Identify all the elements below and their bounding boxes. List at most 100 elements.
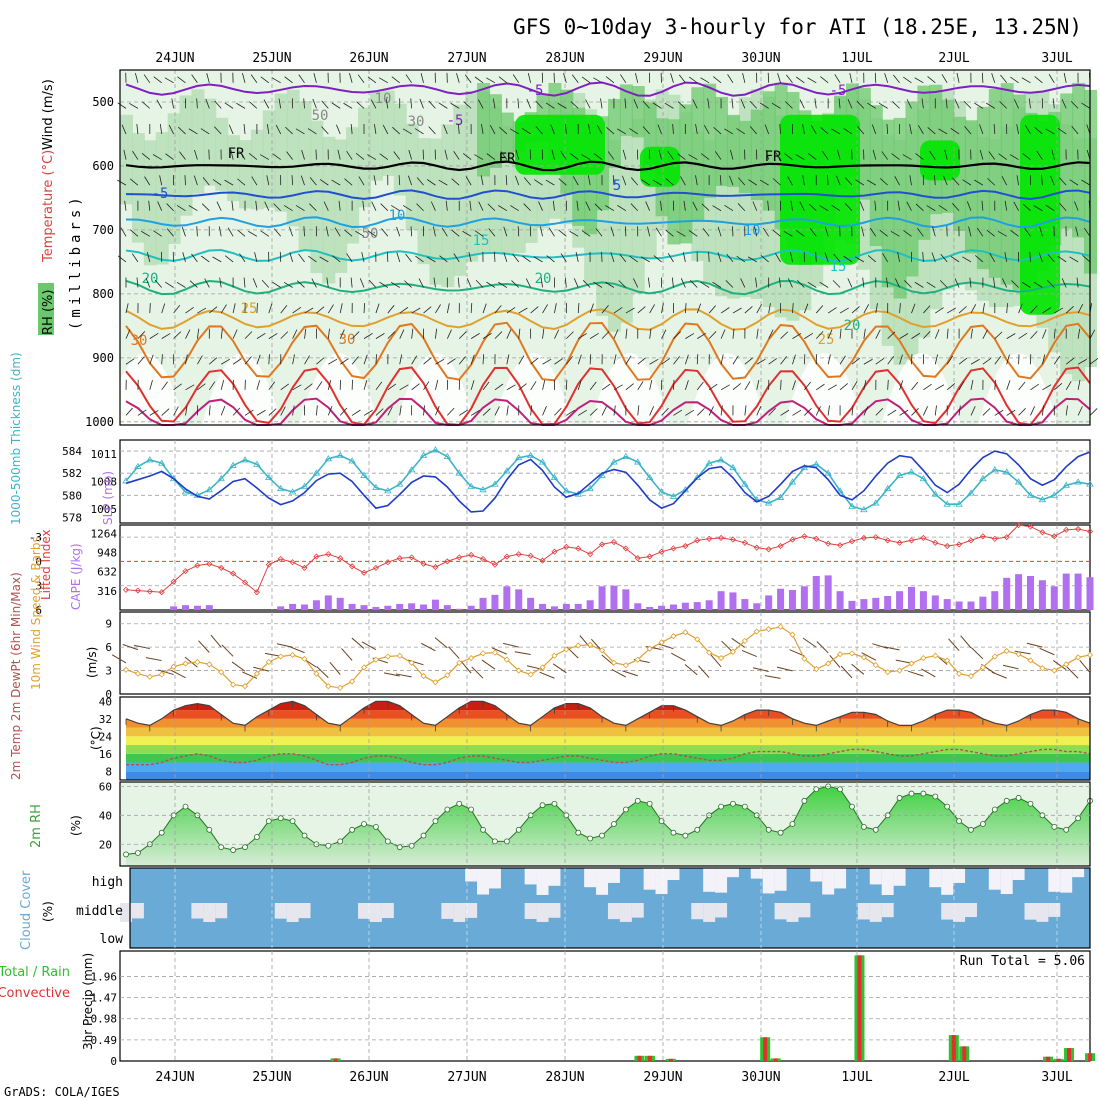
cloud-mid-gap — [453, 903, 466, 922]
wind-barb — [874, 72, 877, 83]
wind-barb — [530, 405, 533, 416]
wind-barb — [827, 307, 837, 314]
wind-barb — [717, 252, 722, 263]
wind-barb — [423, 405, 425, 416]
wind-barb — [585, 99, 591, 109]
cape-bar — [836, 591, 844, 610]
wind-barb — [786, 74, 793, 84]
rh2m-point — [801, 797, 808, 804]
rh2m-point — [920, 790, 927, 797]
cape-bar — [884, 596, 892, 610]
cloud-mid-gap — [120, 903, 132, 922]
wind-barb — [605, 281, 615, 288]
temp-tick: 8 — [105, 765, 112, 778]
wind-barb — [696, 408, 705, 416]
slp-tick: 1005 — [91, 503, 118, 516]
wind-barb — [280, 305, 288, 314]
wind-barb — [589, 354, 592, 365]
rh2m-point — [254, 834, 260, 840]
thickness-point — [336, 451, 344, 458]
thickness-point — [1074, 478, 1082, 485]
wind-barb — [811, 125, 817, 135]
wind-speed-point — [920, 655, 927, 662]
wind-barb — [577, 303, 580, 314]
wind-barb — [1082, 255, 1091, 263]
lifted-index-point — [610, 538, 618, 546]
wind-barb — [407, 175, 413, 186]
precip-tick: 0 — [110, 1055, 117, 1068]
wind-barb — [480, 175, 484, 186]
wind-barb — [777, 73, 781, 83]
rh2m-unit: (%) — [69, 815, 83, 836]
lifted-index-point — [1075, 525, 1082, 533]
wind-barb — [264, 201, 270, 211]
cape-bar — [193, 605, 201, 610]
wind-barb — [482, 408, 491, 416]
wind-barb — [974, 179, 984, 186]
rh-shade-dark — [691, 87, 705, 222]
thickness-point — [562, 487, 571, 494]
wind-barb — [506, 307, 516, 314]
wind-barb — [894, 278, 900, 288]
wind-barb — [814, 98, 817, 109]
lifted-index-point — [717, 534, 725, 542]
wind-barb-10m — [383, 672, 400, 677]
rh2m-point — [932, 793, 939, 800]
wind-barb — [843, 128, 853, 135]
wind10-label: 10m Wind Speed & Barbs — [29, 536, 43, 690]
cape-bar — [1026, 576, 1034, 610]
wind-barb — [807, 281, 817, 288]
wind-barb — [1010, 230, 1019, 237]
wind-barb — [554, 407, 562, 416]
wind-barb — [958, 381, 965, 391]
wind-barb — [847, 278, 853, 288]
wind-barb — [176, 281, 186, 288]
wind-barb — [1001, 176, 1008, 186]
wind-barb — [625, 383, 634, 391]
lifted-index-point — [670, 545, 677, 552]
wind-barb — [601, 305, 609, 314]
wind-barb — [319, 179, 329, 186]
wind-barb — [514, 175, 520, 186]
contour-label: 25 — [818, 332, 835, 348]
wind-barb — [506, 405, 509, 416]
wind-barb-10m — [471, 666, 484, 679]
wind-barb — [368, 279, 377, 288]
thickness-point — [515, 453, 523, 461]
wind-barb — [863, 304, 870, 314]
wind-barb — [291, 175, 294, 186]
lifted-index-point — [349, 563, 356, 570]
wind-speed-point — [539, 664, 546, 671]
wind-barb — [962, 256, 972, 263]
wind-barb — [416, 203, 424, 212]
wind-barb — [143, 74, 151, 84]
wind-barb — [268, 354, 270, 365]
wind-barb — [839, 383, 849, 391]
wind-barb — [921, 98, 924, 109]
wind-barb — [274, 228, 282, 237]
wind-barb — [640, 256, 650, 263]
wind-barb — [824, 226, 829, 237]
wind-barb-10m — [514, 651, 531, 655]
rh-legend-swatch — [38, 283, 54, 335]
rh2m-point — [277, 815, 284, 822]
rh-shade-mid — [203, 98, 217, 186]
thickness-point — [241, 456, 249, 463]
wind-barb — [474, 154, 484, 160]
wind-barb — [804, 381, 811, 391]
wind-barb — [357, 74, 365, 84]
wind-barb — [399, 307, 409, 314]
wind-barb — [423, 357, 432, 365]
wind-barb — [637, 357, 646, 365]
wind-barb — [606, 126, 615, 135]
wind-barb — [331, 179, 341, 186]
wind-barb — [356, 101, 365, 109]
cape-bar — [550, 606, 558, 610]
wind-barb — [672, 123, 674, 134]
wind-label: Wind (m/s) — [41, 79, 56, 150]
wind-barb — [208, 381, 216, 391]
wind-barb — [1021, 77, 1031, 84]
lifted-index-point — [1051, 533, 1058, 540]
wind-speed-point — [741, 637, 748, 644]
